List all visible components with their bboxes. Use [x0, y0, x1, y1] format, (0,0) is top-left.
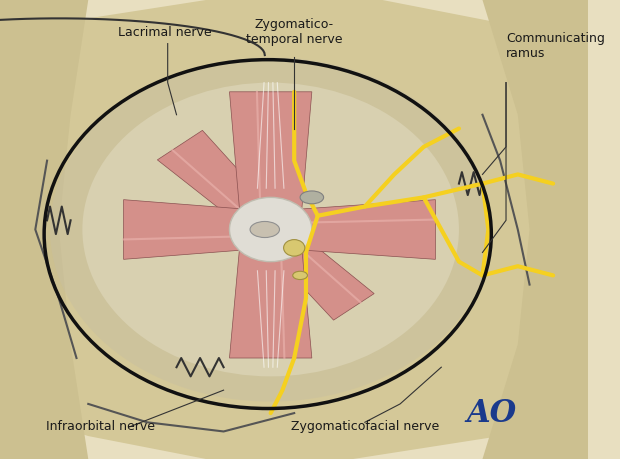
Circle shape	[50, 57, 491, 402]
Ellipse shape	[293, 271, 308, 280]
Ellipse shape	[300, 191, 324, 204]
Polygon shape	[157, 130, 284, 238]
Polygon shape	[257, 221, 374, 320]
Polygon shape	[229, 230, 312, 358]
Polygon shape	[0, 0, 588, 459]
Text: Lacrimal nerve: Lacrimal nerve	[118, 26, 211, 39]
Polygon shape	[482, 0, 588, 459]
Polygon shape	[0, 0, 88, 459]
Polygon shape	[229, 92, 312, 230]
Polygon shape	[123, 200, 271, 259]
Circle shape	[283, 240, 305, 256]
Text: Infraorbital nerve: Infraorbital nerve	[45, 420, 154, 433]
Text: Communicating
ramus: Communicating ramus	[506, 32, 605, 60]
Text: Zygomaticofacial nerve: Zygomaticofacial nerve	[291, 420, 439, 433]
Text: Zygomatico-
temporal nerve: Zygomatico- temporal nerve	[246, 18, 342, 46]
Polygon shape	[271, 200, 435, 259]
Text: AO: AO	[466, 397, 516, 429]
Ellipse shape	[250, 222, 280, 238]
Circle shape	[229, 197, 312, 262]
Circle shape	[82, 83, 459, 376]
